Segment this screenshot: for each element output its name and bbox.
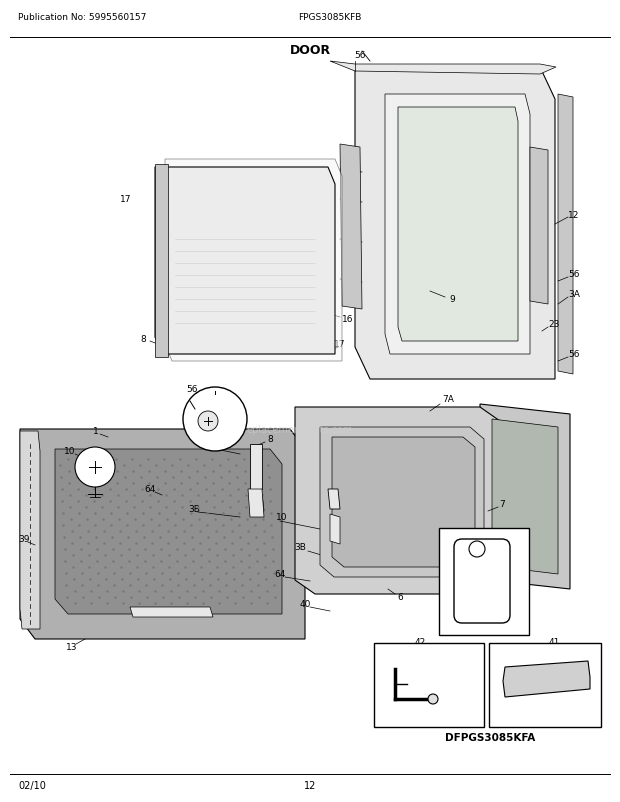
Circle shape	[428, 695, 438, 704]
Text: 41: 41	[548, 638, 560, 646]
Circle shape	[469, 541, 485, 557]
Text: 12: 12	[569, 210, 580, 219]
FancyBboxPatch shape	[454, 539, 510, 623]
Text: 23: 23	[548, 320, 560, 329]
Polygon shape	[20, 429, 305, 639]
Polygon shape	[165, 160, 342, 362]
Text: 3A: 3A	[568, 290, 580, 299]
Polygon shape	[55, 449, 282, 614]
Polygon shape	[130, 607, 213, 618]
Polygon shape	[558, 95, 573, 375]
Text: Publication No: 5995560157: Publication No: 5995560157	[18, 14, 146, 22]
Text: 56: 56	[354, 51, 366, 60]
Polygon shape	[332, 437, 475, 567]
Polygon shape	[250, 494, 264, 512]
Text: eplacementParts.com: eplacementParts.com	[247, 424, 353, 435]
Polygon shape	[355, 68, 555, 379]
Polygon shape	[20, 431, 40, 630]
Text: 7A: 7A	[472, 593, 484, 602]
Text: 39: 39	[18, 535, 30, 544]
Text: 40: 40	[299, 600, 311, 609]
Text: 16: 16	[342, 315, 354, 324]
Text: 8: 8	[267, 435, 273, 444]
Text: 56: 56	[569, 270, 580, 279]
Text: 56: 56	[186, 385, 198, 394]
Text: 64: 64	[144, 485, 156, 494]
Text: 10: 10	[277, 512, 288, 522]
Text: 64: 64	[274, 569, 286, 579]
FancyBboxPatch shape	[374, 643, 484, 727]
Text: 23: 23	[285, 250, 296, 259]
Polygon shape	[480, 404, 570, 589]
Polygon shape	[155, 164, 168, 358]
Circle shape	[75, 448, 115, 488]
Circle shape	[198, 411, 218, 431]
Text: 9: 9	[449, 295, 455, 304]
Text: 7: 7	[469, 450, 475, 459]
Text: 3B: 3B	[294, 543, 306, 552]
Polygon shape	[398, 107, 518, 342]
Text: 02/10: 02/10	[18, 780, 46, 790]
Text: 18: 18	[442, 523, 454, 532]
Polygon shape	[492, 419, 558, 574]
Text: DOOR: DOOR	[290, 43, 330, 56]
Text: 10: 10	[64, 447, 76, 456]
Text: 17: 17	[120, 195, 131, 205]
Text: 13: 13	[66, 642, 78, 652]
Polygon shape	[295, 407, 500, 594]
Text: 56: 56	[569, 350, 580, 359]
Text: 12: 12	[304, 780, 316, 790]
Polygon shape	[340, 145, 362, 310]
Polygon shape	[248, 489, 264, 517]
Polygon shape	[530, 148, 548, 305]
Polygon shape	[328, 489, 340, 509]
Text: 40: 40	[197, 440, 208, 449]
FancyBboxPatch shape	[489, 643, 601, 727]
Polygon shape	[320, 427, 484, 577]
Text: 7A: 7A	[442, 395, 454, 404]
Text: 3A: 3A	[237, 177, 249, 186]
Polygon shape	[330, 514, 340, 545]
Polygon shape	[155, 168, 335, 354]
Polygon shape	[385, 95, 530, 354]
Text: 8: 8	[140, 335, 146, 344]
Text: 6: 6	[397, 593, 403, 602]
Text: 42: 42	[414, 638, 425, 646]
Circle shape	[183, 387, 247, 452]
Text: 1: 1	[93, 427, 99, 436]
FancyBboxPatch shape	[439, 529, 529, 635]
Text: DFPGS3085KFA: DFPGS3085KFA	[445, 732, 535, 742]
Text: 7: 7	[499, 500, 505, 508]
Text: 56: 56	[230, 203, 242, 213]
Text: 17: 17	[334, 340, 346, 349]
Text: FPGS3085KFB: FPGS3085KFB	[298, 14, 361, 22]
Text: 3B: 3B	[188, 505, 200, 514]
Polygon shape	[330, 62, 556, 75]
Polygon shape	[250, 444, 262, 489]
Polygon shape	[503, 661, 590, 697]
